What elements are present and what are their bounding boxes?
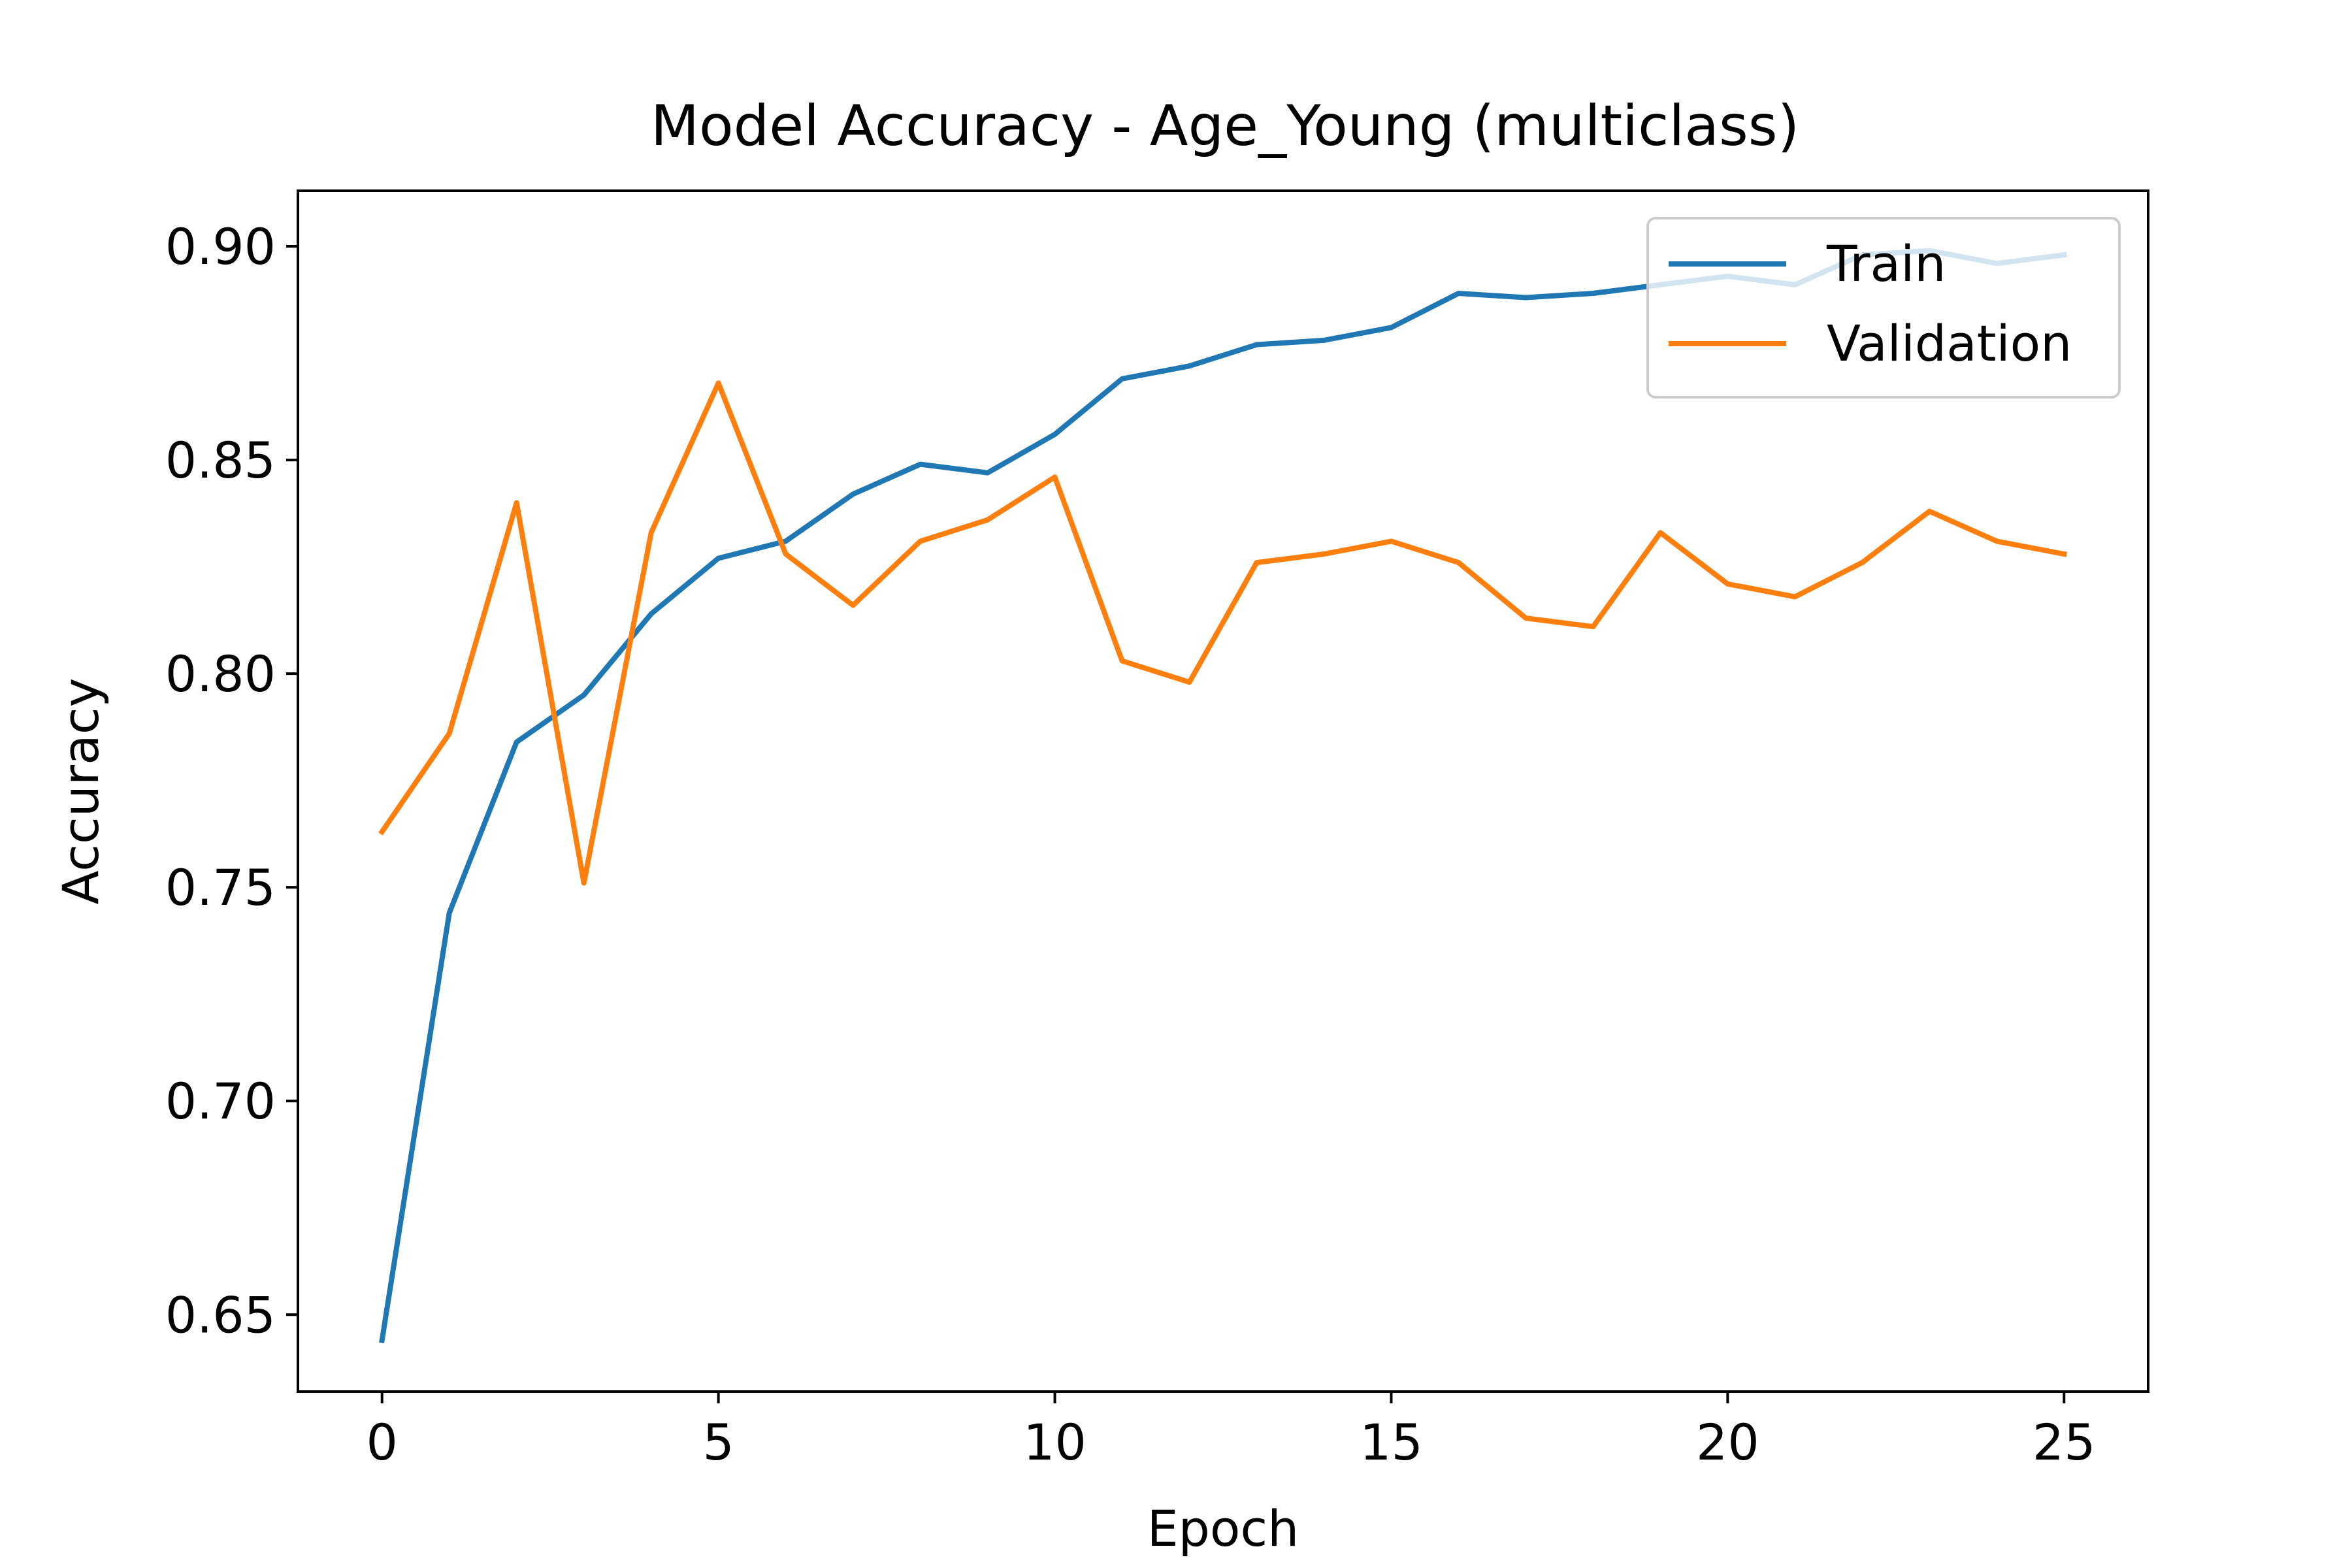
x-tick-label: 0	[367, 1413, 398, 1471]
x-tick-label: 25	[2033, 1413, 2096, 1471]
y-tick-label: 0.85	[165, 431, 276, 489]
y-tick-label: 0.70	[165, 1072, 276, 1130]
y-tick-label: 0.65	[165, 1286, 276, 1344]
x-axis-label: Epoch	[1147, 1499, 1299, 1558]
y-axis-label: Accuracy	[52, 678, 110, 905]
chart-title: Model Accuracy - Age_Young (multiclass)	[651, 93, 1799, 159]
x-tick-label: 15	[1360, 1413, 1423, 1471]
plot-frame	[297, 189, 2149, 1393]
y-tick-label: 0.80	[165, 645, 276, 703]
legend-label-train: Train	[1826, 235, 1946, 293]
y-tick-label: 0.75	[165, 858, 276, 917]
legend: Train Validation	[1646, 217, 2121, 399]
x-axis: 0 5 10 15 20 25	[367, 1392, 2096, 1471]
series-line-validation	[378, 380, 2067, 886]
x-tick-label: 10	[1023, 1413, 1086, 1471]
y-axis: 0.65 0.70 0.75 0.80 0.85 0.90	[165, 218, 298, 1344]
x-tick-label: 20	[1696, 1413, 1759, 1471]
x-tick-label: 5	[702, 1413, 734, 1471]
legend-label-validation: Validation	[1827, 314, 2072, 372]
y-tick-label: 0.90	[165, 218, 276, 276]
